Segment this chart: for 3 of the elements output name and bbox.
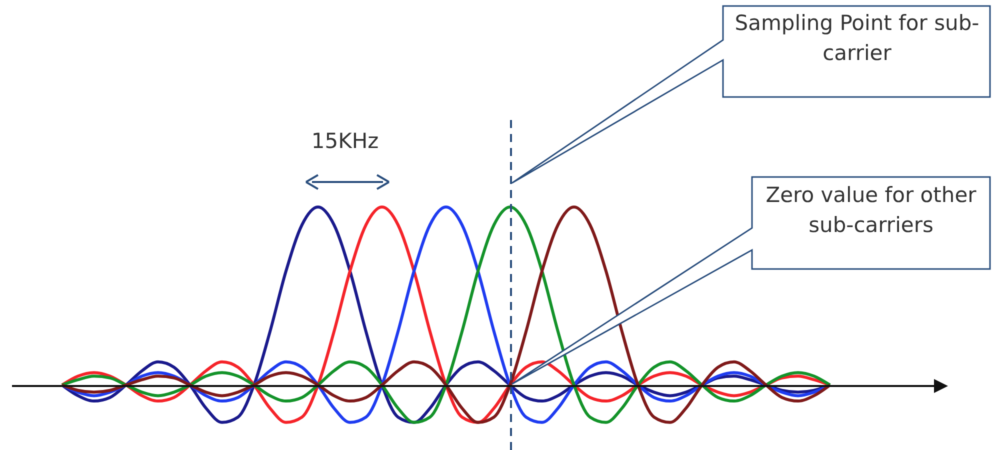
text: 15KHz	[310, 128, 380, 155]
text: Sampling Point for sub-carrier	[734, 10, 980, 67]
annotation: Zero value for other sub-carriers	[764, 182, 978, 239]
